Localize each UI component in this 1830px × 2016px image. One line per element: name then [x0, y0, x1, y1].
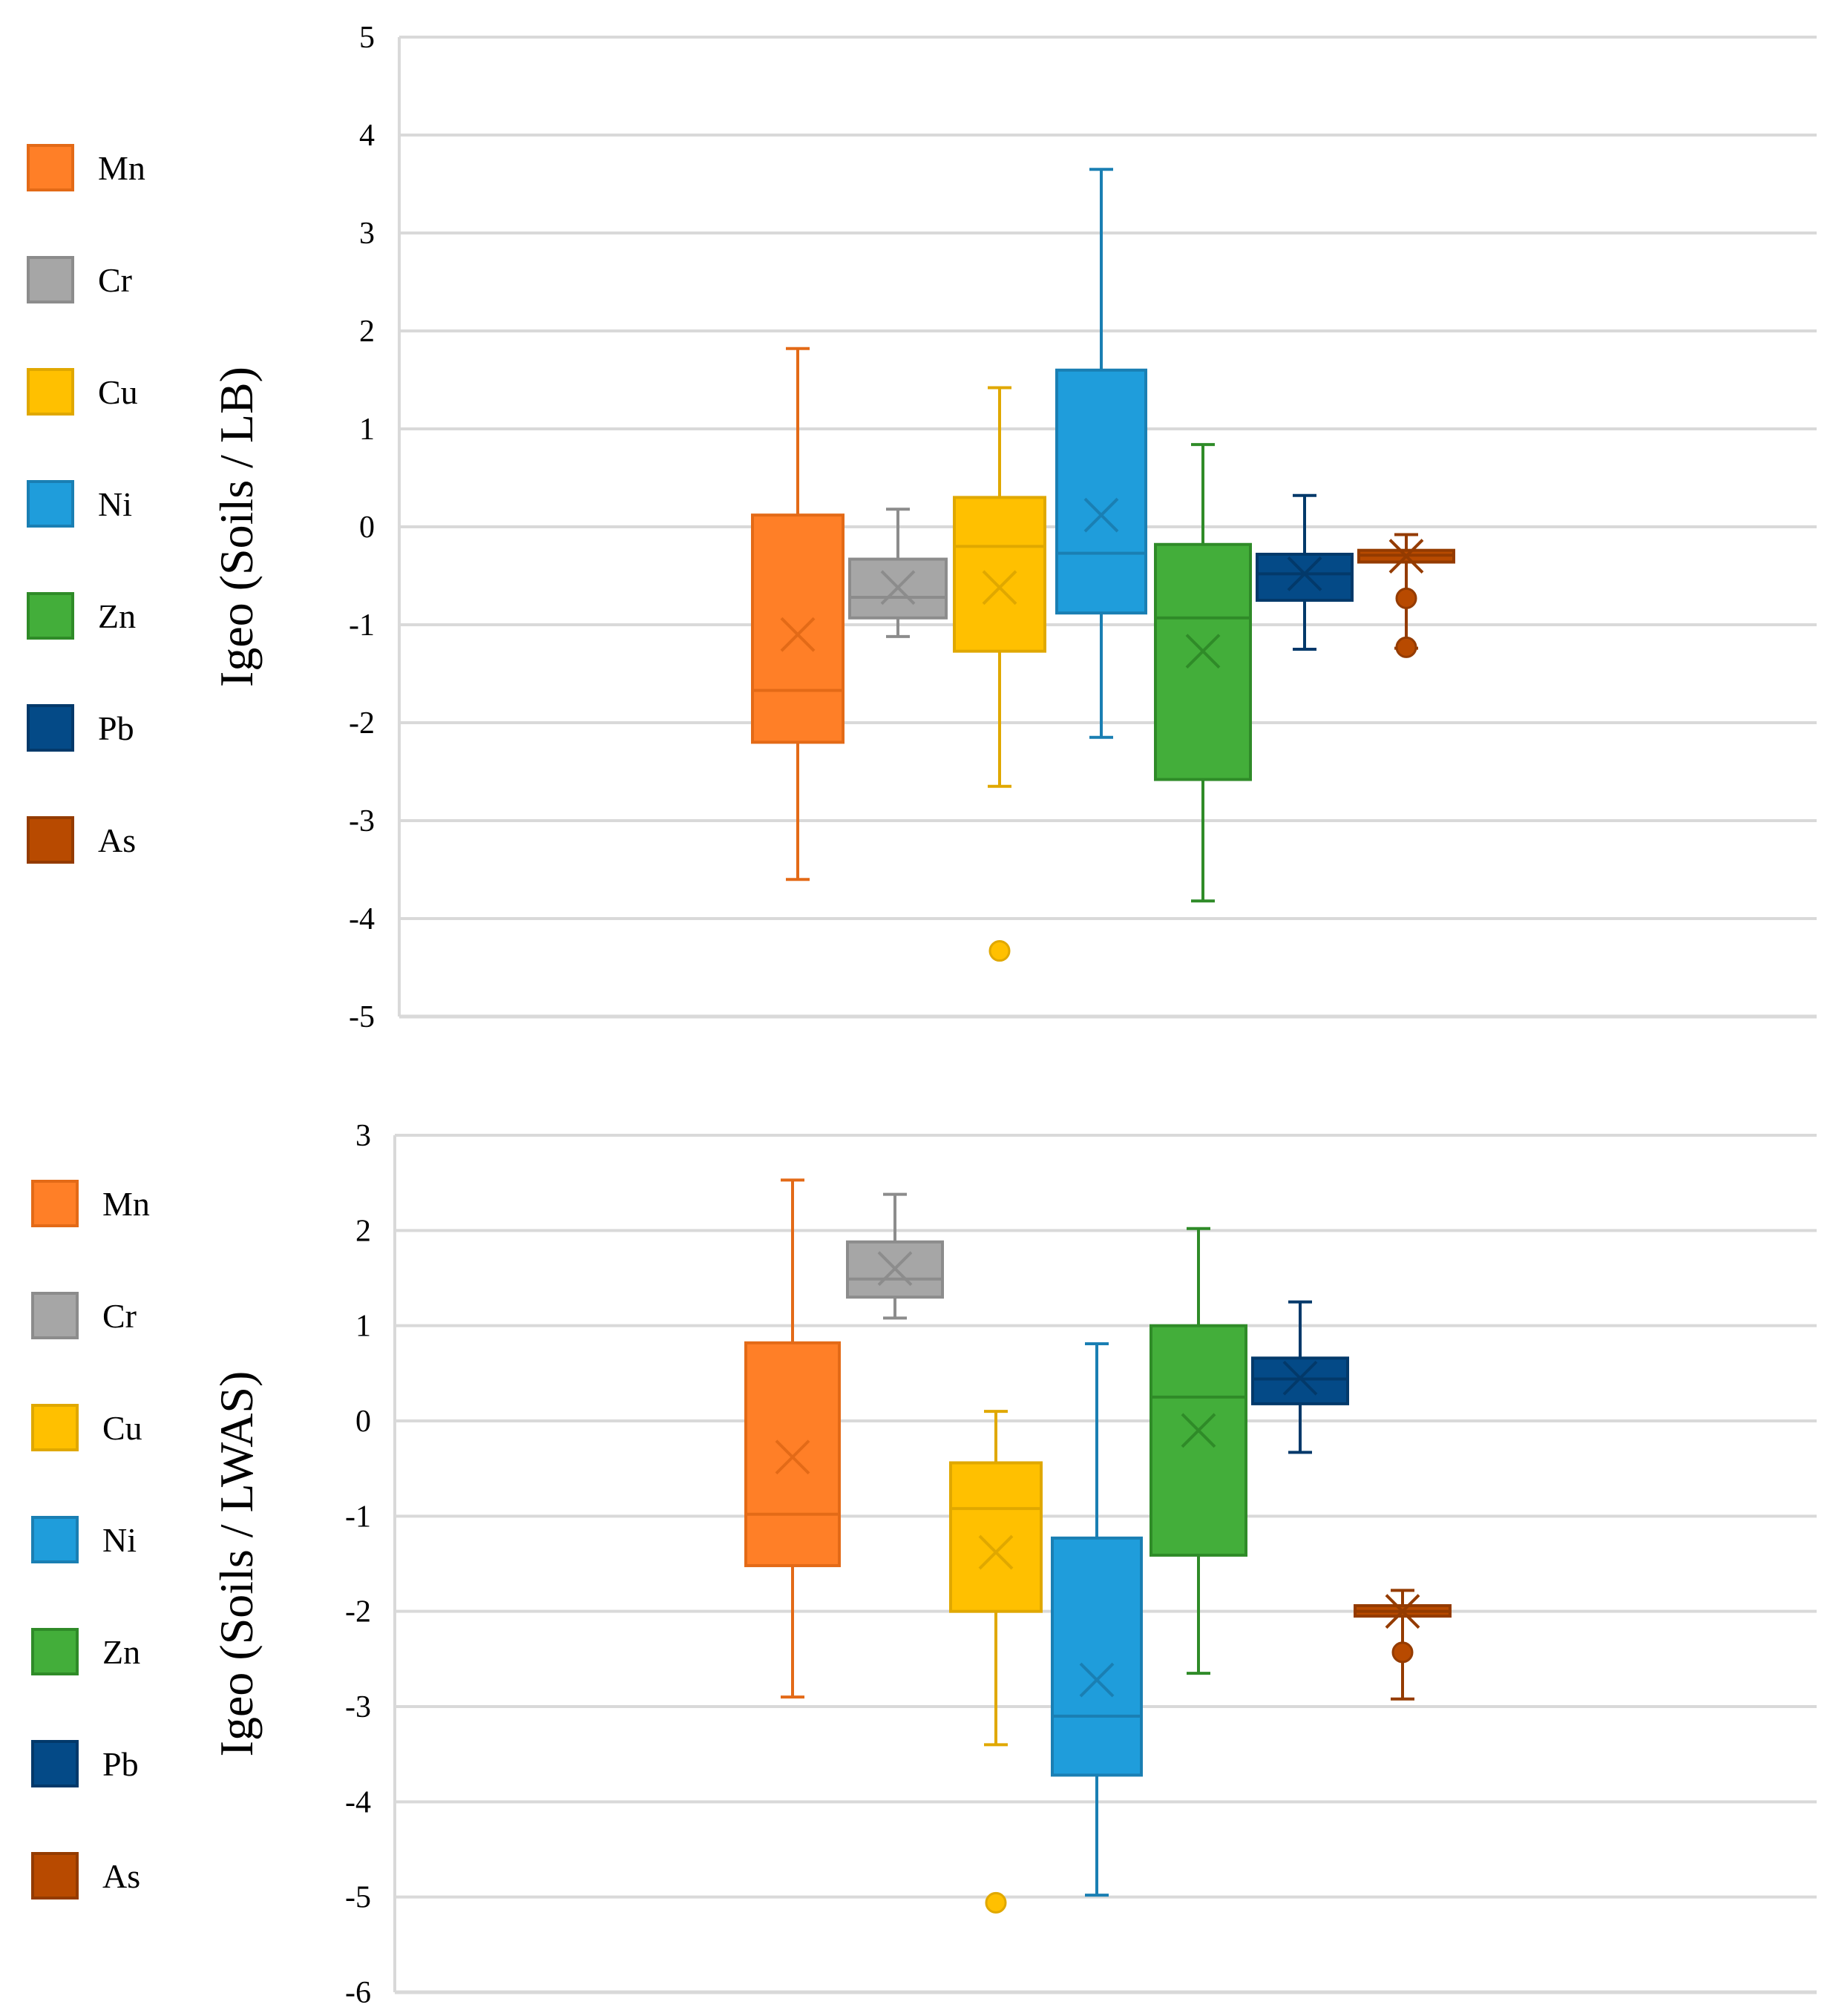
mean-marker-pb [1287, 556, 1322, 591]
mean-marker-ni [1083, 497, 1119, 533]
y-tick-label: -3 [345, 1690, 371, 1724]
mean-marker-cu [978, 1534, 1014, 1570]
box-mn [751, 513, 845, 744]
legend-swatch-mn [27, 144, 74, 191]
mean-marker-ni [1079, 1662, 1115, 1698]
legend-label-as: As [98, 821, 136, 859]
outlier-point-as [1395, 587, 1417, 609]
legend-swatch-cr [27, 256, 74, 303]
mean-marker-cr [880, 570, 916, 605]
legend-swatch-pb [27, 704, 74, 752]
y-tick-label: -1 [349, 608, 375, 643]
y-tick-label: 4 [359, 119, 375, 153]
box-zn [1150, 1324, 1247, 1557]
mean-marker-mn [775, 1439, 810, 1475]
outlier-point-as [1395, 636, 1417, 658]
y-tick-label: 0 [355, 1405, 371, 1439]
legend-swatch-zn [27, 592, 74, 640]
legend-swatch-as [31, 1852, 79, 1900]
box-pb [1251, 1356, 1349, 1405]
mean-marker-as [1388, 539, 1424, 574]
legend-label-mn: Mn [98, 149, 145, 187]
legend-label-cu: Cu [98, 373, 138, 411]
y-tick-label: -5 [345, 1881, 371, 1915]
box-cu [949, 1461, 1043, 1613]
box-ni [1055, 368, 1147, 615]
box-pb [1256, 552, 1354, 602]
legend-swatch-ni [27, 480, 74, 528]
legend-label-pb: Pb [98, 709, 134, 747]
mean-marker-cu [982, 570, 1017, 605]
mean-marker-pb [1282, 1360, 1318, 1396]
y-axis-title: Igeo (Soils / LWAS) [210, 1371, 263, 1757]
legend-swatch-as [27, 816, 74, 864]
y-tick-label: -2 [349, 706, 375, 741]
legend-swatch-mn [31, 1180, 79, 1227]
y-tick-label: -1 [345, 1500, 371, 1534]
y-tick-label: 2 [359, 315, 375, 349]
y-tick-label: 1 [355, 1310, 371, 1344]
mean-marker-mn [780, 617, 816, 652]
box-ni [1051, 1536, 1143, 1777]
y-tick-label: -2 [345, 1595, 371, 1629]
legend-label-cr: Cr [102, 1297, 137, 1335]
outlier-point-cu [988, 940, 1011, 962]
y-tick-label: -4 [349, 902, 375, 936]
y-tick-label: -4 [345, 1785, 371, 1819]
box-zn [1154, 542, 1252, 781]
y-axis-title: Igeo (Soils / LB) [210, 367, 263, 687]
y-tick-label: 5 [359, 21, 375, 55]
mean-marker-cr [877, 1251, 913, 1287]
legend-label-pb: Pb [102, 1745, 139, 1783]
mean-marker-as [1385, 1594, 1420, 1629]
legend-label-mn: Mn [102, 1185, 150, 1223]
y-tick-label: -5 [349, 1000, 375, 1034]
y-tick-label: 0 [359, 510, 375, 545]
y-tick-label: 2 [355, 1214, 371, 1248]
legend-label-zn: Zn [102, 1633, 140, 1671]
legend-label-ni: Ni [98, 485, 132, 523]
legend-swatch-cu [27, 368, 74, 416]
mean-marker-zn [1181, 1413, 1216, 1448]
legend-label-ni: Ni [102, 1521, 137, 1559]
box-mn [744, 1341, 841, 1568]
chart-soils-lwas: 3 2 1 0 -1 -2 -3 -4 -5 -6 Igeo (Soils / LWAS) Mn Cr C… [31, 1119, 1817, 2010]
legend-label-as: As [102, 1857, 140, 1895]
legend-label-cr: Cr [98, 261, 132, 299]
legend-swatch-pb [31, 1740, 79, 1787]
legend-swatch-zn [31, 1628, 79, 1675]
mean-marker-zn [1185, 634, 1221, 669]
chart-soils-lb: 5 4 3 2 1 0 -1 -2 -3 -4 -5 Igeo (Soils / LB) Mn Cr Cu N… [27, 21, 1817, 1034]
legend-swatch-cr [31, 1292, 79, 1339]
legend-label-zn: Zn [98, 597, 136, 635]
legend-swatch-cu [31, 1404, 79, 1451]
outlier-point-as [1391, 1641, 1414, 1664]
y-tick-label: 1 [359, 413, 375, 447]
legend-label-cu: Cu [102, 1409, 142, 1447]
y-tick-label: -3 [349, 804, 375, 838]
legend-swatch-ni [31, 1516, 79, 1563]
box-cu [953, 496, 1046, 653]
y-tick-label: 3 [355, 1119, 371, 1153]
y-tick-label: 3 [359, 217, 375, 251]
y-tick-label: -6 [345, 1976, 371, 2010]
outlier-point-cu [985, 1891, 1007, 1914]
